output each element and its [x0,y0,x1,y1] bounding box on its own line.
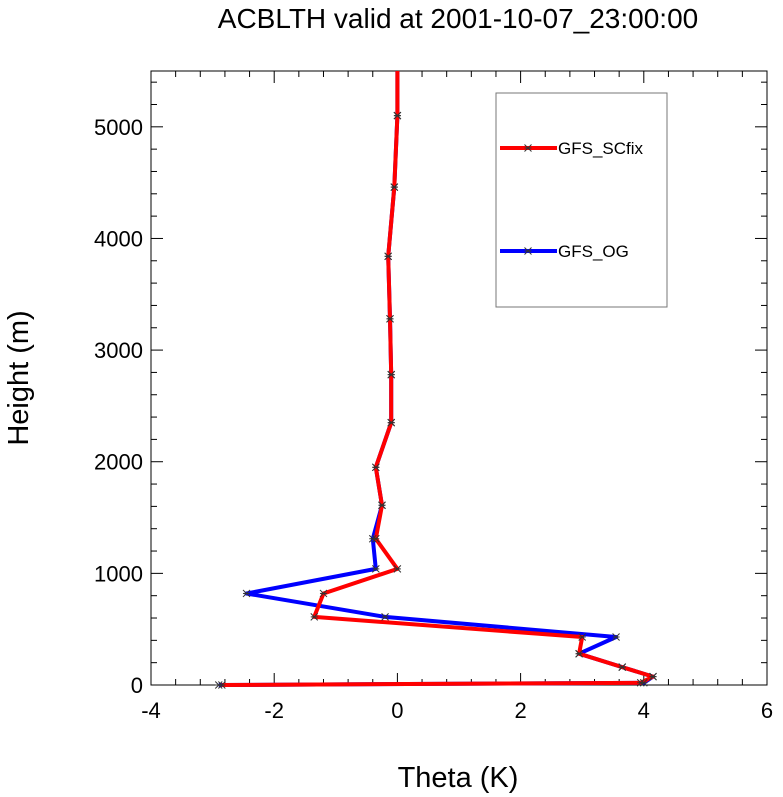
x-tick-label: -2 [264,698,284,723]
y-tick-label: 2000 [94,450,143,475]
data-point-gfs-scfix [393,565,402,573]
data-point-gfs-scfix [387,370,396,379]
data-point-gfs-scfix [371,534,380,543]
y-tick-label: 3000 [94,338,143,363]
legend-marker [524,247,532,255]
data-point-gfs-scfix [578,633,587,641]
y-tick-label: 0 [131,673,143,698]
y-tick-label: 1000 [94,561,143,586]
legend-marker [524,144,532,152]
chart-title: ACBLTH valid at 2001-10-07_23:00:00 [218,3,698,34]
legend-label-gfs-og: GFS_OG [558,242,629,261]
data-point-gfs-scfix [649,672,657,681]
data-point-gfs-scfix [618,663,627,671]
axis-ticks [150,71,768,686]
legend-label-gfs-scfix: GFS_SCfix [558,139,644,158]
data-point-gfs-scfix [390,183,399,191]
data-point-gfs-scfix [384,252,393,261]
data-point-gfs-og [242,589,251,598]
data-point-gfs-scfix [575,649,583,658]
y-tick-label: 4000 [94,226,143,251]
data-point-gfs-scfix [217,681,226,689]
data-point-gfs-og [612,633,620,641]
x-axis-title: Theta (K) [398,762,519,794]
y-tick-label: 5000 [94,115,143,140]
data-point-gfs-scfix [378,501,386,510]
plot-frame [150,70,768,686]
axis-tick-labels: -4 -2 0 2 4 6 0 1000 2000 3000 4000 5000 [94,115,773,723]
x-tick-label: 4 [638,698,650,723]
legend-box [495,92,668,308]
series-markers [214,111,657,689]
x-tick-label: -4 [141,698,161,723]
data-point-gfs-scfix [319,589,328,598]
data-point-gfs-scfix [371,463,380,472]
data-point-gfs-scfix [387,418,396,427]
x-tick-label: 2 [514,698,526,723]
data-point-gfs-scfix [393,111,402,120]
data-point-gfs-scfix [310,613,319,621]
data-point-gfs-scfix [636,678,645,687]
legend: GFS_SCfix GFS_OG [495,92,668,308]
data-point-gfs-scfix [386,314,394,323]
data-point-gfs-og [381,613,389,621]
y-axis-title: Height (m) [3,310,35,445]
x-tick-label: 0 [391,698,403,723]
x-tick-label: 6 [761,698,773,723]
plot-border [150,70,768,686]
data-point-gfs-og [371,565,380,573]
